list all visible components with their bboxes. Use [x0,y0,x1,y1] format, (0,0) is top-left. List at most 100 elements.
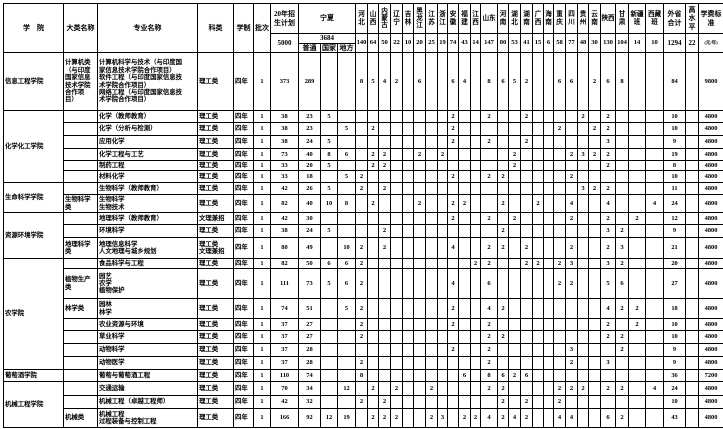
province-count [458,182,472,196]
province-count: 2 [378,224,392,239]
province-header: 西藏班 [645,3,665,34]
subject-line: 理工类 [199,184,219,192]
province-count [553,330,567,345]
province-count [615,395,630,410]
province-count [378,194,392,214]
province-count [645,160,665,172]
tuition: 4800 [698,343,723,358]
province-header: 福建 [458,3,472,34]
province-count [553,237,567,260]
category-name: 生物科学类 [63,194,98,214]
province-count: 2 [508,369,522,383]
province-count [577,369,590,383]
province-count: 4 [565,408,579,429]
province-total: 19 [437,32,449,54]
province-count [532,52,545,112]
province-count [497,110,510,124]
province-count [413,110,427,124]
province-count [390,110,404,124]
subject-type: 理工类 [197,268,234,300]
subject-line: 理工类 [199,346,219,354]
province-count: 2 [458,194,472,214]
plan-count: 33 [270,160,299,172]
province-count [425,318,439,332]
province-header: 贵州 [577,3,590,34]
province-total: 10 [645,32,665,54]
province-count [402,135,415,150]
major-name: 食品科学与工程 [97,258,198,270]
table-row: 资源环境学院 地理科学（教师教育） 文理兼招 四年 1 42 30 2 2 2 2 2 2 12 4800 [3,212,723,260]
table-row: 农业资源与环境 理工类 四年 1 37 27 2 2 2 2 2 10 4800 [4,318,723,332]
province-count [437,122,449,137]
subject-type: 理工类 [197,395,234,410]
province-count [645,369,665,383]
plan-count: 42 [270,212,299,226]
province-count [508,237,522,260]
province-count: 2 [532,194,545,214]
ningxia-normal: 27 [298,330,321,345]
batch: 1 [253,135,271,150]
ningxia-national [320,343,338,358]
tuition: 4800 [698,212,723,226]
province-total: 140 [355,32,369,54]
province-header: 河南 [497,3,510,34]
province-count [458,160,472,172]
high-level [685,381,700,397]
major-name: 生物科学 生物技术 [97,194,198,214]
high-level [685,52,700,112]
province-count [532,170,545,184]
province-count [520,122,534,137]
major-line: 生物科学 [99,196,125,204]
province-count: 2 [565,356,579,371]
province-count [588,224,602,239]
province-count [378,110,392,124]
duration: 四年 [233,381,254,397]
province-count [413,318,427,332]
province-count [425,110,439,124]
category-name [63,148,98,162]
province-count [437,381,449,397]
major-line: 机械工程（卓越工程师） [99,398,170,406]
subject-type: 理工类 [197,160,234,172]
province-count: 2 [355,237,369,260]
province-count [628,110,647,124]
province-count: 2 [480,343,499,358]
province-count: 6 [497,369,510,383]
province-count [402,194,415,214]
duration: 四年 [233,170,254,184]
province-count: 2 [378,395,392,410]
province-count: 2 [447,343,460,358]
tuition: 4800 [698,268,723,300]
major-name: 动物医学 [97,356,198,371]
high-level [685,135,700,150]
college-name: 信息工程学院 [3,52,64,112]
province-count [355,135,369,150]
high-level [685,160,700,172]
province-header: 辽宁 [390,3,404,34]
province-count [458,224,472,239]
province-count [628,135,647,150]
duration: 四年 [233,224,254,239]
province-total: 48 [577,32,590,54]
province-count [355,110,369,124]
province-count: 2 [355,318,369,332]
major-name: 草业科学 [97,330,198,345]
tuition: 4800 [698,135,723,150]
province-count [543,135,555,150]
province-count [458,381,472,397]
province-count [413,212,427,226]
subject-type: 理工类 [197,330,234,345]
province-count [470,318,482,332]
province-count [458,318,472,332]
out-total: 84 [663,52,687,112]
ningxia-sub-header: 地方 [336,42,357,54]
province-count [413,160,427,172]
ningxia-local: 5 [336,122,357,137]
province-count [588,212,602,226]
province-count [532,237,545,260]
ningxia-normal: 24 [298,135,321,150]
province-count [645,224,665,239]
province-count [553,356,567,371]
subject-line: 理工类 [199,398,219,406]
province-count [615,110,630,124]
